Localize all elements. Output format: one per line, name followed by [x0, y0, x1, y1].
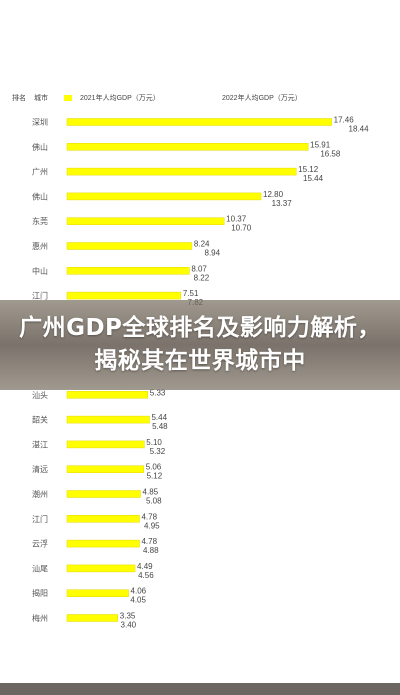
value-label-2021: 5.06	[146, 463, 162, 472]
header-rank: 排名	[12, 93, 26, 102]
category-label: 惠州	[32, 241, 48, 251]
value-label-2021: 4.78	[141, 512, 157, 521]
bar-2021	[66, 415, 150, 424]
value-label-2022: 15.44	[303, 174, 324, 183]
bar-2021	[66, 291, 182, 300]
value-label-2022: 5.08	[146, 497, 162, 506]
value-label-2022: 4.56	[138, 571, 154, 580]
category-label: 韶关	[32, 415, 48, 425]
value-label-2022: 16.58	[320, 149, 341, 158]
value-label-2021: 4.49	[137, 562, 153, 571]
bar-2021	[66, 515, 140, 523]
value-label-2022: 10.70	[231, 224, 252, 233]
value-label-2021: 8.07	[191, 264, 207, 273]
value-label-2021: 5.10	[146, 438, 162, 447]
value-label-2021: 4.78	[141, 537, 157, 546]
bar-2021	[66, 614, 119, 622]
value-label-2021: 4.85	[143, 488, 159, 497]
value-label-2021: 17.46	[334, 116, 355, 125]
value-label-2022: 13.37	[272, 199, 293, 208]
value-label-2022: 5.12	[147, 472, 163, 481]
value-label-2022: 18.44	[349, 125, 370, 134]
value-label-2021: 10.37	[226, 215, 247, 224]
category-label: 东莞	[32, 216, 48, 226]
bar-2021	[66, 242, 193, 250]
value-label-2021: 12.80	[263, 190, 284, 199]
bar-2021	[66, 143, 309, 151]
value-label-2021: 3.35	[120, 612, 136, 621]
value-label-2022: 3.40	[121, 621, 137, 630]
bar-2021	[66, 391, 149, 399]
bar-2021	[66, 192, 262, 201]
bottom-bar	[0, 683, 400, 695]
value-label-2021: 4.06	[131, 587, 147, 596]
value-label-2022: 4.88	[143, 546, 159, 555]
bar-2021	[66, 118, 332, 126]
value-label-2021: 5.44	[151, 413, 167, 422]
title-banner: 广州GDP全球排名及影响力解析，揭秘其在世界城市中	[0, 300, 400, 390]
legend-2021: 2021年人均GDP（万元）	[80, 93, 160, 102]
category-label: 云浮	[32, 539, 48, 549]
banner-title: 广州GDP全球排名及影响力解析，揭秘其在世界城市中	[19, 315, 381, 374]
category-label: 清远	[32, 464, 48, 474]
header-city: 城市	[34, 93, 48, 102]
category-label: 中山	[32, 266, 48, 276]
category-label: 深圳	[32, 117, 48, 127]
category-label: 揭阳	[32, 588, 48, 598]
value-label-2022: 8.94	[205, 249, 221, 258]
category-label: 佛山	[32, 142, 48, 152]
bar-2021	[66, 539, 140, 548]
bar-2021	[66, 589, 129, 597]
value-label-2021: 5.33	[150, 388, 166, 397]
category-label: 江门	[32, 514, 48, 524]
value-label-2021: 15.12	[298, 165, 319, 174]
category-label: 佛山	[32, 191, 48, 201]
value-label-2022: 5.48	[152, 422, 168, 431]
legend-swatch-2021	[64, 95, 72, 101]
value-label-2022: 4.05	[130, 596, 146, 605]
value-label-2022: 8.22	[194, 273, 210, 282]
bar-2021	[66, 267, 190, 275]
chart-header: 排名 城市 2021年人均GDP（万元） 2022年人均GDP（万元）	[12, 93, 302, 102]
bar-2021	[66, 564, 136, 573]
value-label-2022: 5.32	[150, 447, 166, 456]
category-label: 梅州	[32, 613, 48, 623]
category-label: 湛江	[32, 440, 48, 449]
legend-2022: 2022年人均GDP（万元）	[222, 93, 302, 102]
category-label: 汕尾	[32, 563, 48, 573]
value-label-2021: 7.51	[183, 289, 199, 298]
category-label: 汕头	[32, 390, 48, 400]
category-label: 广州	[32, 167, 48, 177]
bar-2021	[66, 167, 297, 176]
bar-2021	[66, 217, 225, 225]
bar-2021	[66, 465, 144, 473]
bar-2021	[66, 490, 141, 498]
value-label-2021: 15.91	[310, 140, 331, 149]
bar-2021	[66, 440, 145, 449]
category-label: 江门	[32, 291, 48, 301]
category-label: 潮州	[32, 489, 48, 499]
value-label-2021: 8.24	[194, 240, 210, 249]
value-label-2022: 4.95	[144, 521, 160, 530]
